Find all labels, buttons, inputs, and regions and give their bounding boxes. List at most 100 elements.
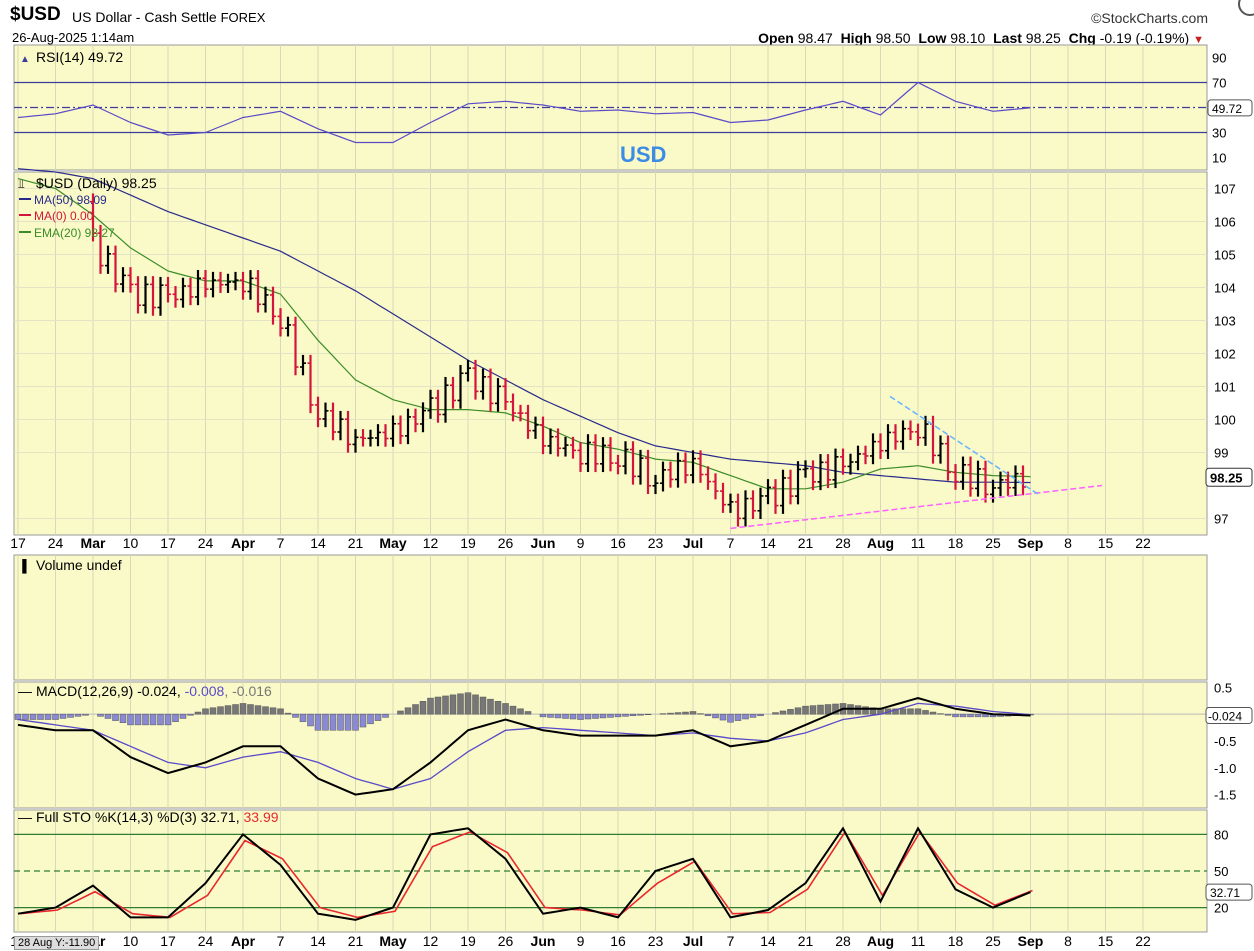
macd-histogram-bar (719, 713, 727, 721)
macd-legend-hist: , -0.016 (224, 683, 272, 699)
sto-legend-icon: — (18, 809, 32, 825)
open-label: Open (758, 30, 794, 46)
x-tick-label: 12 (423, 535, 439, 551)
macd-histogram-bar (592, 713, 599, 719)
x-tick-label: 15 (1098, 535, 1114, 551)
macd-tick-label: -0.5 (1214, 734, 1236, 749)
macd-histogram-bar (104, 713, 112, 719)
macd-histogram-bar (577, 713, 584, 720)
macd-histogram-bar (172, 713, 179, 722)
x-tick-label: 16 (610, 933, 626, 949)
macd-histogram-bar (29, 713, 37, 720)
ma0-legend: MA(0) 0.00 (34, 209, 94, 223)
x-tick-label: 19 (460, 535, 476, 551)
macd-histogram-bar (487, 698, 494, 715)
down-arrow-icon: ▼ (1193, 34, 1204, 46)
macd-histogram-bar (157, 713, 164, 726)
macd-histogram-bar (629, 713, 637, 717)
x-tick-label: Jun (531, 933, 556, 949)
macd-legend-main: MACD(12,26,9) -0.024, (36, 683, 185, 699)
macd-histogram-bar (442, 695, 449, 715)
macd-histogram-bar (449, 694, 457, 715)
x-tick-label: 7 (727, 933, 735, 949)
macd-histogram-bar (509, 705, 517, 715)
macd-signal-series (17, 702, 1031, 790)
macd-histogram-bar (547, 713, 554, 718)
x-tick-label: 14 (760, 933, 776, 949)
macd-histogram-bar (697, 713, 704, 715)
macd-legend-icon: — (18, 683, 32, 699)
macd-histogram-bar (434, 696, 442, 715)
x-tick-label: 7 (727, 535, 735, 551)
macd-histogram-bar (569, 713, 577, 720)
support-trendline (730, 484, 1103, 530)
x-tick-label: Aug (867, 535, 894, 551)
x-tick-label: 24 (198, 933, 214, 949)
macd-histogram-bar (367, 713, 374, 725)
macd-histogram-bar (539, 713, 547, 718)
rsi-last-box (1207, 99, 1253, 117)
x-tick-label: 21 (348, 933, 364, 949)
macd-histogram-bar (937, 713, 944, 715)
volume-legend-icon: ▐ (18, 559, 27, 574)
macd-histogram-bar (382, 713, 389, 718)
x-tick-label: 23 (648, 535, 664, 551)
stockcharts-logo[interactable]: ©StockCharts.com (1091, 10, 1208, 26)
x-tick-label: 8 (1064, 535, 1072, 551)
x-tick-label: 10 (123, 933, 139, 949)
macd-histogram-bar (329, 713, 337, 731)
crosshair-readout: 28 Aug Y:-11.90 (14, 936, 100, 950)
x-tick-label: 18 (948, 535, 964, 551)
volume-legend: Volume undef (36, 557, 122, 573)
x-tick-label: 14 (310, 933, 326, 949)
x-tick-label: 8 (1064, 933, 1072, 949)
price-tick-label: 103 (1214, 314, 1236, 329)
macd-histogram-bar (322, 713, 329, 731)
macd-histogram-bar (44, 713, 52, 720)
macd-histogram-bar (149, 713, 157, 726)
macd-histogram-bar (397, 710, 404, 715)
rsi-last-value: 49.72 (1212, 102, 1242, 116)
macd-histogram-bar (299, 713, 307, 722)
macd-histogram-bar (914, 708, 922, 715)
x-tick-label: Mar (81, 535, 106, 551)
rsi-legend-icon: ▲ (20, 54, 30, 65)
macd-histogram-bar (929, 711, 937, 715)
sto-legend: Full STO %K(14,3) %D(3) 32.71, 33.99 (36, 809, 279, 825)
macd-histogram-bar (944, 713, 952, 716)
panel-macd (13, 681, 1208, 809)
macd-histogram-bar (292, 713, 299, 718)
ma50-series (17, 168, 1031, 484)
sto-legend-d: 33.99 (243, 809, 278, 825)
price-tick-label: 99 (1214, 446, 1228, 461)
macd-histogram-bar (284, 712, 292, 715)
macd-histogram-bar (74, 713, 82, 717)
x-tick-label: Sep (1018, 933, 1044, 949)
sto-last-value: 32.71 (1210, 886, 1240, 900)
macd-histogram-bar (622, 713, 629, 717)
macd-histogram-bar (419, 701, 427, 715)
macd-histogram-bar (802, 705, 809, 715)
macd-histogram-bar (712, 713, 719, 719)
macd-histogram-bar (854, 705, 862, 715)
sto-d-series (19, 830, 1033, 919)
macd-histogram-bar (659, 713, 667, 715)
macd-histogram-bar (974, 713, 982, 718)
macd-histogram-bar (809, 705, 817, 715)
macd-histogram-bar (794, 707, 802, 715)
macd-histogram-bar (907, 708, 914, 715)
ema20-legend: EMA(20) 98.27 (34, 226, 115, 240)
x-tick-label: 18 (948, 933, 964, 949)
sto-legend-main: Full STO %K(14,3) %D(3) 32.71, (36, 809, 243, 825)
macd-legend: MACD(12,26,9) -0.024, -0.008, -0.016 (36, 683, 272, 699)
x-tick-label: 25 (985, 535, 1001, 551)
x-tick-label: 7 (277, 933, 285, 949)
close-icon[interactable] (1238, 0, 1254, 16)
macd-histogram-bar (899, 708, 907, 715)
macd-histogram-bar (22, 713, 29, 720)
usd-annotation: USD (620, 142, 666, 167)
x-tick-label: Aug (867, 933, 894, 949)
macd-histogram-bar (457, 693, 464, 715)
macd-histogram-bar (922, 710, 929, 715)
